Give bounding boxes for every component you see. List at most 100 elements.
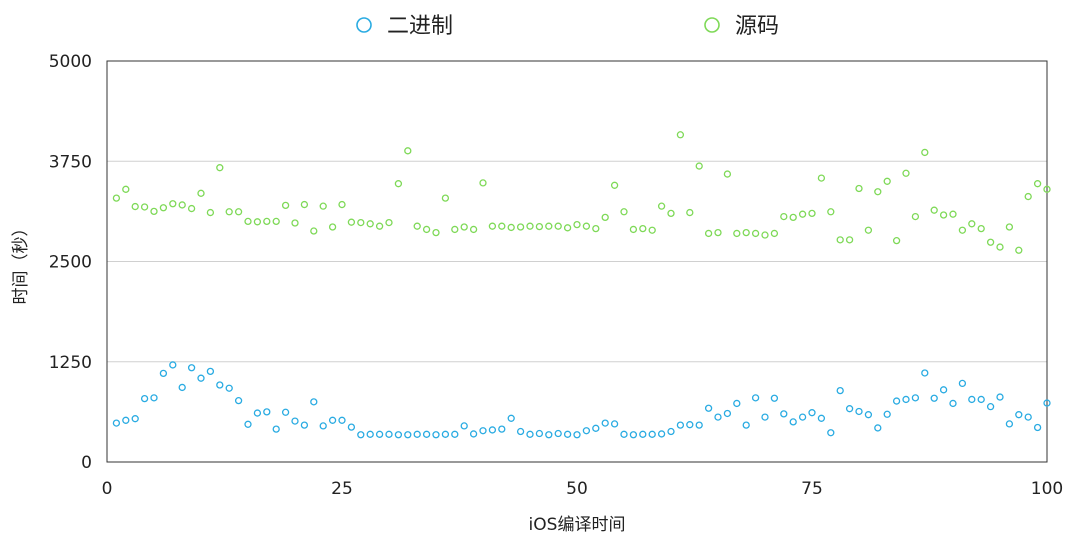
data-point — [695, 421, 703, 429]
data-point — [592, 224, 600, 233]
gridlines — [107, 160, 1047, 363]
data-points — [112, 131, 1051, 439]
data-point — [234, 208, 243, 216]
x-axis-title: iOS编译时间 — [529, 515, 626, 535]
data-point — [601, 213, 609, 222]
data-point — [733, 229, 741, 238]
data-point — [225, 208, 233, 216]
data-point — [1015, 246, 1023, 254]
data-point — [131, 202, 139, 211]
data-point — [864, 411, 873, 419]
data-point — [375, 430, 384, 438]
data-point — [375, 222, 384, 230]
data-point — [761, 413, 769, 421]
data-point — [507, 223, 515, 232]
data-point — [836, 236, 844, 244]
data-point — [836, 386, 844, 395]
data-point — [986, 238, 995, 246]
data-point — [798, 413, 807, 421]
series-binary — [112, 361, 1051, 439]
data-point — [535, 429, 544, 438]
data-point — [902, 169, 910, 177]
data-point — [1024, 413, 1032, 421]
data-point — [704, 404, 713, 412]
x-tick-label: 100 — [1031, 479, 1063, 499]
data-point — [347, 218, 356, 226]
data-point — [1033, 423, 1042, 432]
data-point — [629, 431, 638, 439]
data-point — [714, 413, 722, 421]
data-point — [742, 228, 750, 237]
data-point — [930, 394, 938, 402]
data-point — [930, 206, 938, 214]
data-point — [366, 220, 374, 228]
data-point — [1043, 399, 1051, 407]
data-point — [751, 229, 760, 238]
data-point — [1043, 185, 1051, 193]
data-point — [883, 410, 891, 418]
data-point — [1033, 180, 1042, 188]
data-point — [291, 417, 299, 425]
data-point — [328, 416, 337, 424]
data-point — [441, 194, 450, 202]
data-point — [686, 421, 694, 429]
data-point — [432, 228, 440, 237]
data-point — [150, 394, 158, 402]
data-point — [272, 217, 280, 226]
data-point — [977, 224, 985, 233]
data-point — [639, 224, 647, 233]
data-point — [714, 228, 722, 237]
data-point — [723, 409, 732, 418]
plot-frame — [106, 60, 1048, 463]
series-source — [112, 131, 1051, 254]
data-point — [817, 414, 826, 422]
legend-marker-source — [704, 17, 720, 33]
data-point — [338, 416, 346, 424]
data-point — [432, 431, 440, 439]
legend-label-binary: 二进制 — [387, 14, 453, 39]
data-point — [516, 427, 525, 436]
data-point — [554, 429, 562, 438]
data-point — [949, 399, 957, 408]
data-point — [996, 393, 1004, 401]
data-point — [338, 200, 346, 209]
data-point — [573, 220, 581, 229]
data-point — [620, 208, 628, 216]
data-point — [263, 217, 271, 226]
data-point — [272, 425, 280, 433]
data-point — [657, 430, 666, 438]
y-tick-label: 5000 — [49, 52, 92, 72]
data-point — [902, 395, 910, 404]
data-point — [244, 420, 252, 428]
data-point — [122, 416, 130, 424]
data-point — [319, 422, 327, 430]
data-point — [610, 420, 619, 428]
data-point — [639, 430, 647, 438]
data-point — [892, 236, 901, 245]
data-point — [582, 222, 591, 230]
data-point — [413, 430, 421, 438]
data-point — [610, 181, 619, 189]
data-point — [1024, 192, 1032, 201]
legend: 二进制 源码 — [356, 14, 779, 39]
legend-label-source: 源码 — [735, 14, 779, 39]
data-point — [366, 430, 374, 438]
data-point — [169, 361, 177, 369]
data-point — [131, 415, 139, 423]
data-point — [789, 418, 797, 426]
data-point — [770, 394, 779, 402]
data-point — [122, 185, 130, 193]
data-point — [150, 207, 158, 216]
data-point — [451, 430, 459, 438]
data-point — [874, 188, 882, 196]
data-point — [751, 394, 760, 402]
data-point — [357, 431, 365, 439]
data-point — [498, 222, 506, 230]
data-point — [958, 379, 967, 388]
data-point — [526, 222, 534, 230]
data-point — [169, 200, 177, 208]
x-tick-label: 0 — [102, 479, 113, 499]
data-point — [921, 148, 929, 157]
data-point — [112, 419, 121, 427]
